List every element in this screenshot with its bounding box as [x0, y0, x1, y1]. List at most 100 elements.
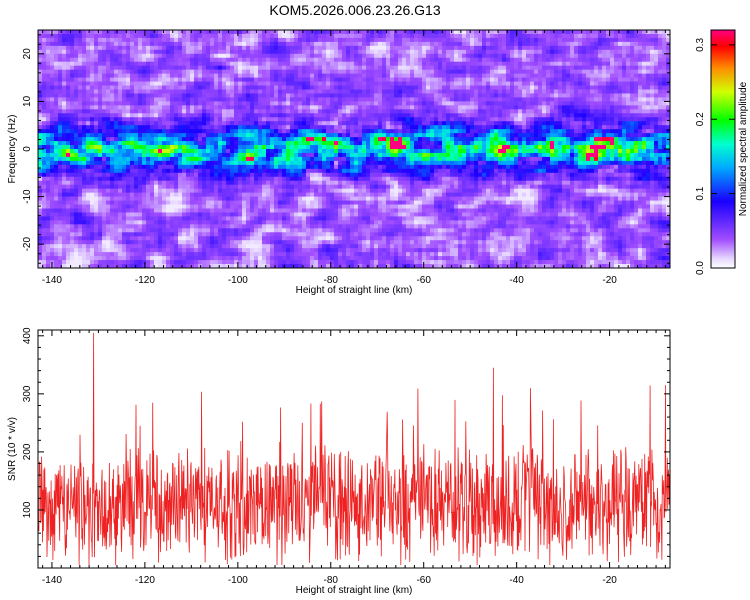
heatmap-cell [50, 73, 55, 79]
heatmap-cell [530, 53, 535, 59]
heatmap-cell [246, 53, 251, 59]
heatmap-cell [186, 89, 191, 95]
heatmap-cell [54, 89, 59, 95]
heatmap-cell [234, 93, 239, 99]
heatmap-cell [518, 77, 523, 83]
heatmap-cell [362, 105, 367, 110]
heatmap-cell [218, 105, 223, 110]
heatmap-cell [642, 101, 647, 106]
heatmap-cell [254, 37, 259, 43]
heatmap-cell [46, 97, 51, 102]
heatmap-cell [446, 137, 451, 142]
heatmap-cell [662, 85, 667, 91]
heatmap-cell [450, 89, 455, 95]
heatmap-cell [442, 30, 447, 35]
heatmap-cell [634, 85, 639, 91]
heatmap-cell [442, 137, 447, 142]
heatmap-cell [410, 101, 415, 106]
heatmap-cell [182, 73, 187, 79]
heatmap-cell [202, 81, 207, 87]
heatmap-cell [374, 89, 379, 95]
heatmap-cell [354, 37, 359, 43]
heatmap-cell [174, 77, 179, 83]
heatmap-cell [438, 89, 443, 95]
heatmap-cell [134, 45, 139, 51]
heatmap-cell [290, 113, 295, 118]
heatmap-cell [38, 105, 43, 110]
heatmap-cell [90, 109, 95, 114]
heatmap-cell [222, 93, 227, 99]
heatmap-cell [106, 145, 111, 150]
heatmap-cell [130, 121, 135, 126]
heatmap-cell [502, 113, 507, 118]
heatmap-cell [238, 129, 243, 134]
heatmap-cell [262, 81, 267, 87]
heatmap-cell [462, 129, 467, 134]
heatmap-cell [558, 30, 563, 35]
heatmap-cell [526, 149, 531, 154]
heatmap-cell [178, 81, 183, 87]
heatmap-cell [650, 113, 655, 118]
heatmap-cell [114, 65, 119, 71]
heatmap-cell [638, 49, 643, 55]
heatmap-cell [422, 81, 427, 87]
heatmap-cell [398, 97, 403, 102]
heatmap-cell [42, 145, 47, 150]
heatmap-cell [486, 141, 491, 146]
heatmap-cell [518, 73, 523, 79]
heatmap-cell [554, 61, 559, 67]
heatmap-cell [590, 49, 595, 55]
heatmap-cell [70, 53, 75, 59]
heatmap-cell [586, 53, 591, 59]
heatmap-cell [398, 121, 403, 126]
heatmap-cell [470, 97, 475, 102]
heatmap-cell [474, 141, 479, 146]
heatmap-cell [106, 81, 111, 87]
heatmap-cell [514, 49, 519, 55]
heatmap-cell [318, 57, 323, 63]
heatmap-cell [138, 69, 143, 75]
heatmap-cell [610, 53, 615, 59]
heatmap-cell [474, 145, 479, 150]
heatmap-cell [414, 109, 419, 114]
heatmap-cell [274, 141, 279, 146]
heatmap-cell [254, 141, 259, 146]
heatmap-cell [582, 81, 587, 87]
heatmap-cell [494, 141, 499, 146]
heatmap-cell [486, 121, 491, 126]
heatmap-cell [606, 117, 611, 122]
heatmap-cell [94, 85, 99, 91]
heatmap-cell [238, 93, 243, 99]
heatmap-cell [290, 141, 295, 146]
heatmap-cell [642, 73, 647, 79]
heatmap-cell [326, 125, 331, 130]
heatmap-cell [454, 81, 459, 87]
heatmap-cell [106, 113, 111, 118]
heatmap-cell [350, 85, 355, 91]
heatmap-cell [158, 101, 163, 106]
heatmap-cell [602, 85, 607, 91]
heatmap-cell [74, 45, 79, 51]
heatmap-cell [334, 69, 339, 75]
heatmap-cell [378, 81, 383, 87]
heatmap-cell [326, 57, 331, 63]
heatmap-cell [410, 121, 415, 126]
heatmap-cell [318, 105, 323, 110]
heatmap-cell [550, 49, 555, 55]
heatmap-cell [542, 61, 547, 67]
heatmap-cell [198, 133, 203, 138]
heatmap-cell [658, 53, 663, 59]
heatmap-cell [466, 30, 471, 35]
heatmap-cell [318, 69, 323, 75]
heatmap-cell [222, 109, 227, 114]
heatmap-cell [286, 45, 291, 51]
heatmap-cell [138, 97, 143, 102]
heatmap-cell [178, 33, 183, 39]
heatmap-cell [218, 57, 223, 63]
heatmap-cell [146, 105, 151, 110]
heatmap-cell [350, 53, 355, 59]
heatmap-cell [118, 152, 123, 158]
heatmap-cell [166, 152, 171, 158]
heatmap-cell [294, 145, 299, 150]
heatmap-cell [462, 65, 467, 71]
